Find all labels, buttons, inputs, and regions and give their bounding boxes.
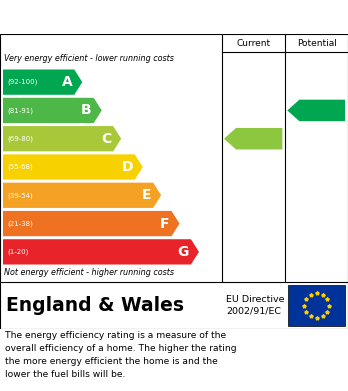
Text: B: B bbox=[81, 104, 92, 117]
Bar bbox=[288, 285, 345, 326]
Text: 86: 86 bbox=[317, 104, 335, 117]
Text: (92-100): (92-100) bbox=[7, 79, 37, 85]
Polygon shape bbox=[224, 128, 282, 149]
Text: Very energy efficient - lower running costs: Very energy efficient - lower running co… bbox=[4, 54, 174, 63]
Text: Energy Efficiency Rating: Energy Efficiency Rating bbox=[9, 9, 230, 25]
Text: Current: Current bbox=[237, 38, 271, 47]
Polygon shape bbox=[3, 211, 180, 236]
Polygon shape bbox=[3, 154, 143, 179]
Text: Not energy efficient - higher running costs: Not energy efficient - higher running co… bbox=[4, 268, 174, 277]
Text: (1-20): (1-20) bbox=[7, 249, 29, 255]
Polygon shape bbox=[287, 100, 345, 121]
Text: (39-54): (39-54) bbox=[7, 192, 33, 199]
Text: 79: 79 bbox=[254, 132, 272, 145]
Polygon shape bbox=[3, 183, 161, 208]
Text: EU Directive
2002/91/EC: EU Directive 2002/91/EC bbox=[226, 295, 285, 316]
Text: E: E bbox=[142, 188, 151, 202]
Text: (21-38): (21-38) bbox=[7, 220, 33, 227]
Text: (55-68): (55-68) bbox=[7, 164, 33, 170]
Text: A: A bbox=[62, 75, 72, 89]
Polygon shape bbox=[3, 98, 102, 123]
Text: G: G bbox=[177, 245, 189, 259]
Text: (69-80): (69-80) bbox=[7, 135, 33, 142]
Text: (81-91): (81-91) bbox=[7, 107, 33, 114]
Text: Potential: Potential bbox=[297, 38, 337, 47]
Polygon shape bbox=[3, 239, 199, 264]
Text: The energy efficiency rating is a measure of the
overall efficiency of a home. T: The energy efficiency rating is a measur… bbox=[5, 331, 237, 378]
Polygon shape bbox=[3, 126, 121, 151]
Polygon shape bbox=[3, 70, 82, 95]
Text: F: F bbox=[160, 217, 169, 231]
Text: C: C bbox=[101, 132, 111, 146]
Text: England & Wales: England & Wales bbox=[6, 296, 184, 315]
Text: D: D bbox=[121, 160, 133, 174]
